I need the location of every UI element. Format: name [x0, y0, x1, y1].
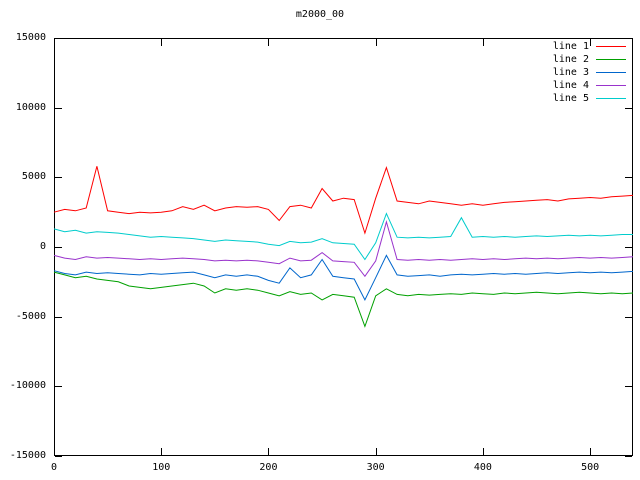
- legend-label: line 2: [552, 54, 589, 65]
- x-tick-label: 400: [473, 462, 492, 473]
- legend-item: line 4: [553, 79, 626, 92]
- legend-line-sample: [596, 98, 626, 99]
- legend-label: line 3: [552, 67, 589, 78]
- legend-line-sample: [596, 85, 626, 86]
- x-tick-label: 100: [152, 462, 171, 473]
- legend-item: line 1: [553, 40, 626, 53]
- y-tick-label: 10000: [15, 101, 46, 113]
- series-line-5: [53, 212, 633, 261]
- y-tick-label: 0: [39, 241, 46, 252]
- x-tick-label: 500: [581, 462, 600, 473]
- legend-item: line 3: [553, 66, 626, 79]
- y-tick-label: -5000: [15, 310, 46, 322]
- chart-title: m2000_00: [295, 9, 345, 20]
- legend-item: line 2: [553, 53, 626, 66]
- legend-line-sample: [596, 46, 626, 47]
- series-line-4: [53, 220, 634, 278]
- legend-item: line 5: [553, 92, 626, 105]
- plot-border: [54, 38, 633, 456]
- legend-label: line 1: [552, 41, 589, 52]
- y-tick-label: 5000: [21, 171, 46, 183]
- x-tick-label: 0: [50, 462, 58, 473]
- series-line-1: [53, 166, 634, 235]
- series-line-2: [53, 271, 634, 328]
- legend-line-sample: [596, 72, 626, 73]
- x-tick-label: 300: [366, 462, 385, 473]
- legend-line-sample: [596, 59, 626, 60]
- legend: line 1 line 2 line 3 line 4 line 5: [553, 40, 626, 105]
- x-tick-label: 200: [259, 462, 278, 473]
- y-tick-label: -10000: [9, 380, 46, 392]
- y-tick-label: -15000: [9, 450, 46, 461]
- legend-label: line 5: [552, 93, 589, 104]
- y-tick-label: 15000: [15, 32, 46, 43]
- series-line-3: [53, 254, 634, 302]
- plot-canvas: [53, 38, 634, 457]
- legend-label: line 4: [552, 80, 589, 91]
